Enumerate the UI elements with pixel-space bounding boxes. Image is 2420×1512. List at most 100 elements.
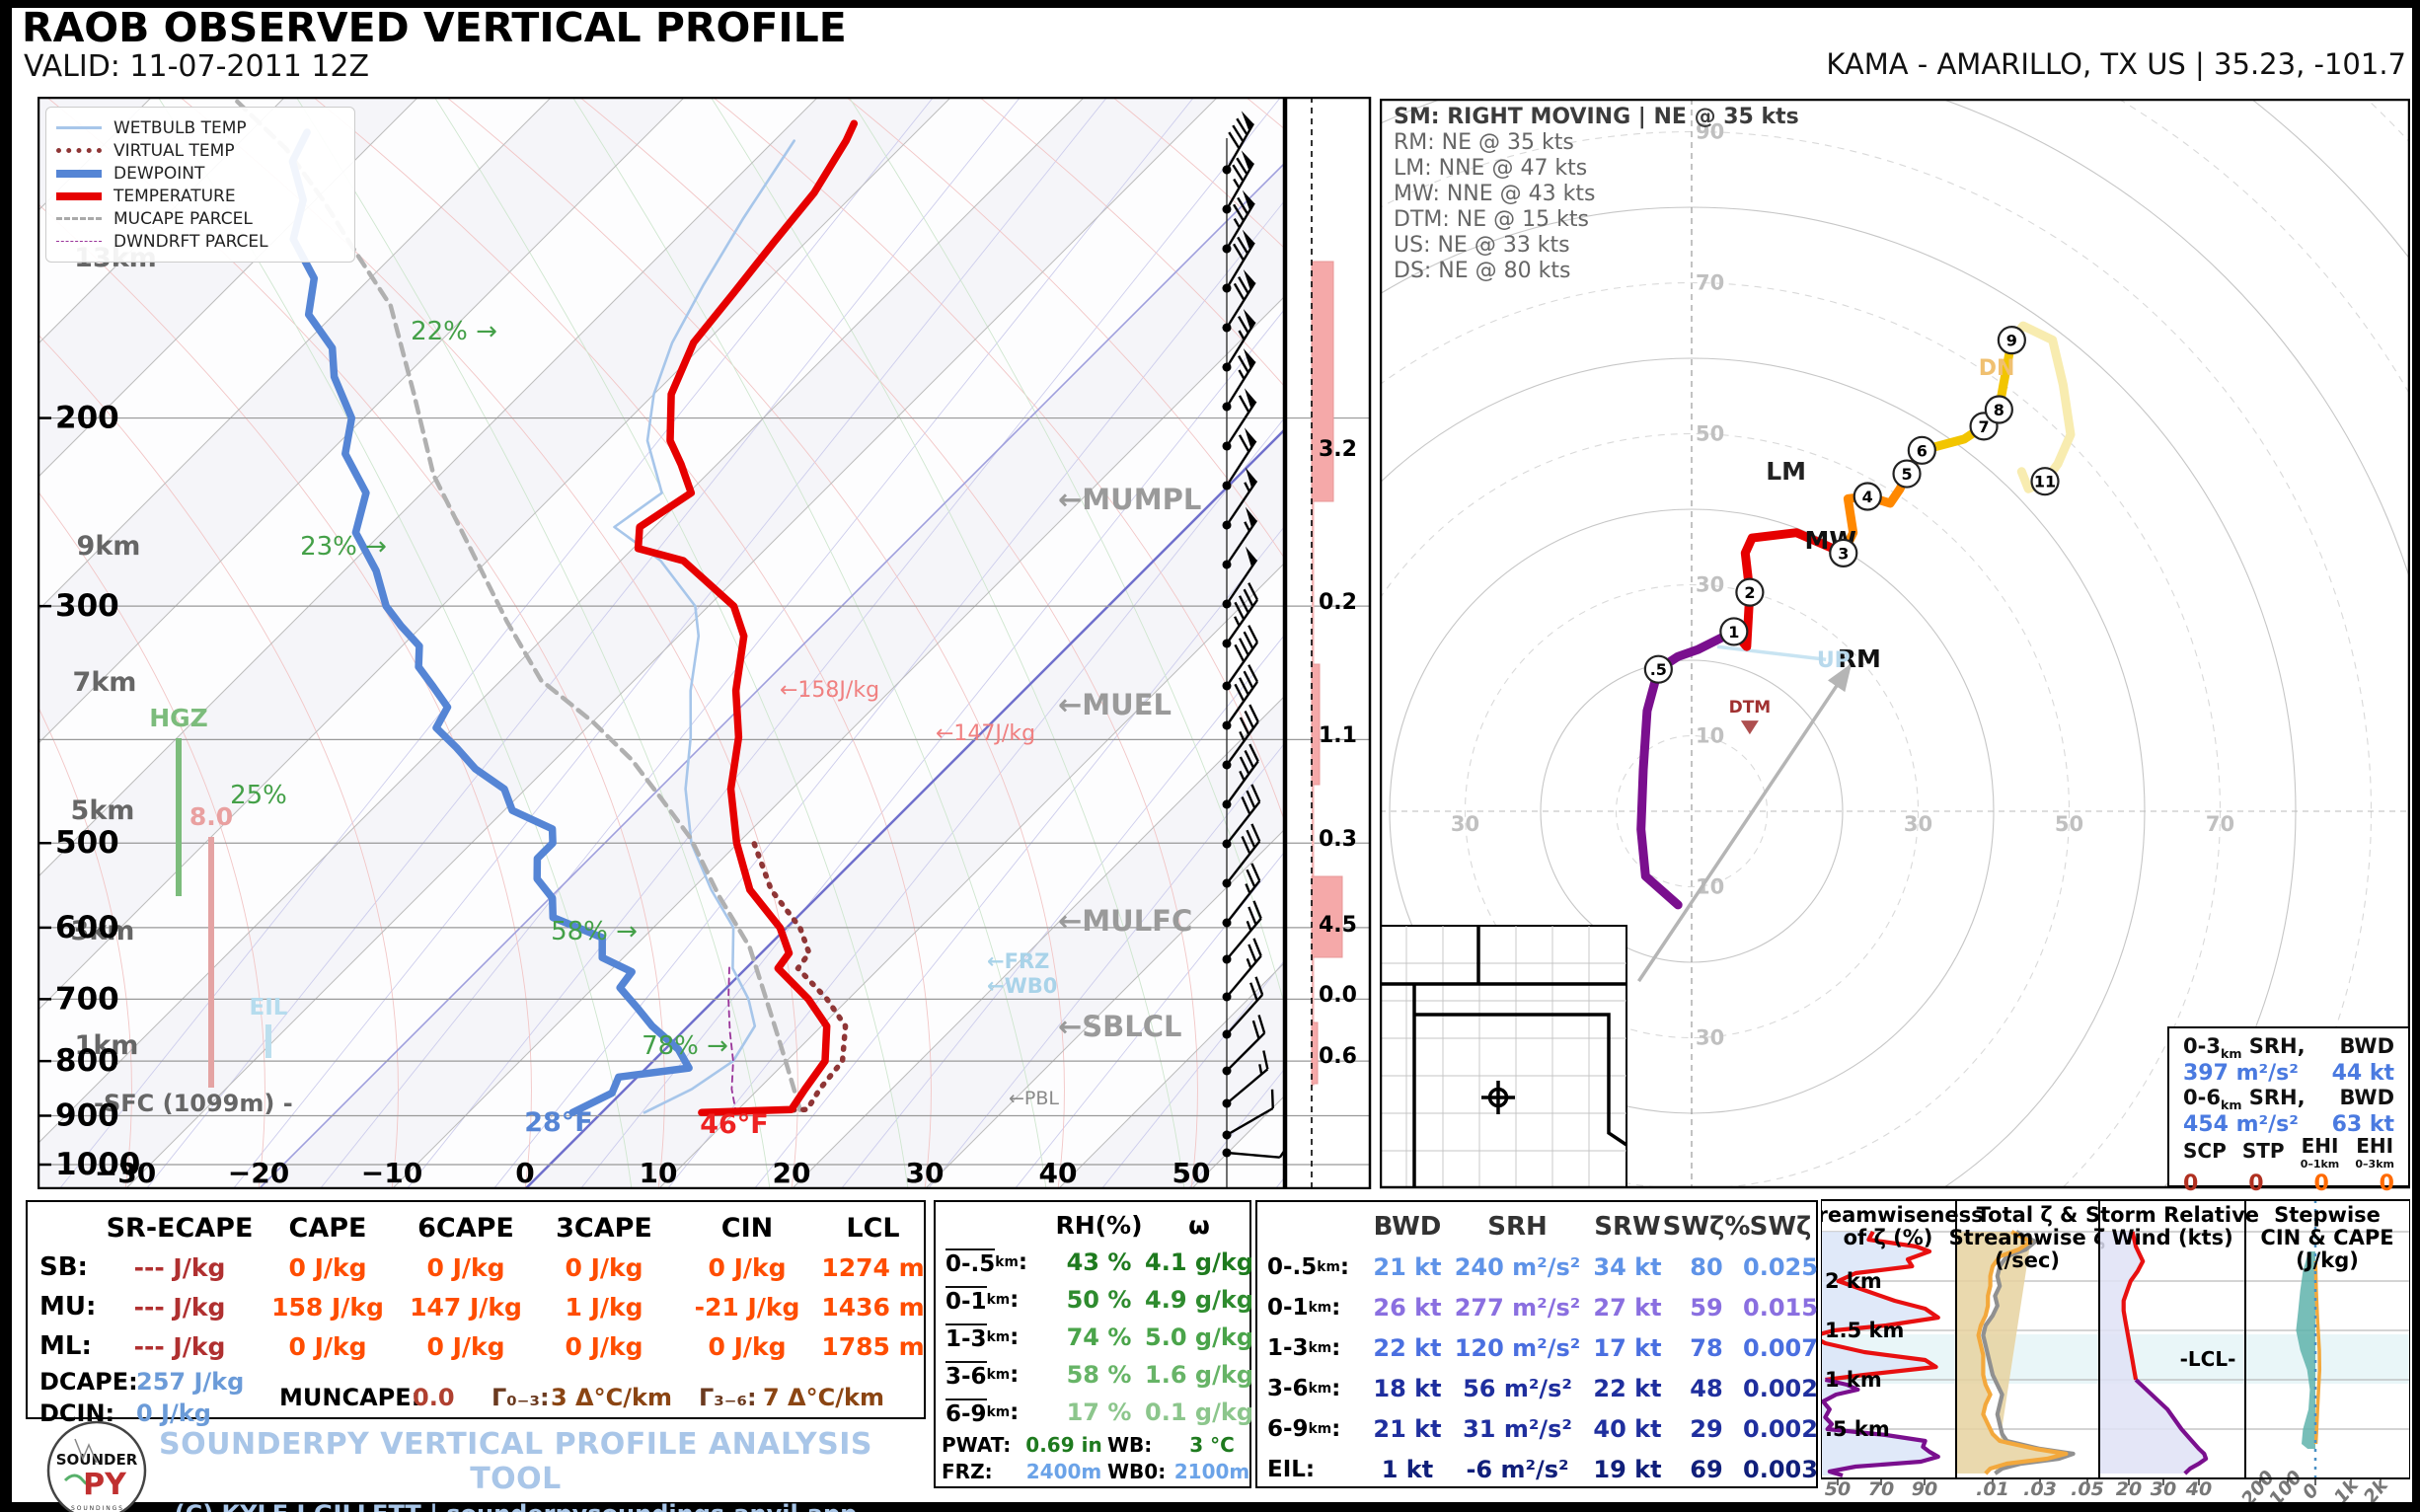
kin-row-label: 0-1 km: xyxy=(1267,1294,1341,1321)
frame-top xyxy=(0,0,2420,8)
thermo-row-label: ML: xyxy=(39,1331,92,1361)
bwd-0-6-label: BWD xyxy=(2339,1086,2394,1110)
height-marker-label: 3 xyxy=(1838,544,1849,563)
srh-0-6-label: 0-6km SRH, xyxy=(2183,1086,2306,1113)
panel-title: Streamwiseness xyxy=(1821,1203,1984,1227)
annotation: 8.0 xyxy=(189,802,233,831)
wind-barb xyxy=(1222,388,1257,451)
frame-right xyxy=(2412,0,2420,1512)
height-marker-label: 2 xyxy=(1744,583,1755,602)
panel-title: CIN & CAPE xyxy=(2260,1226,2393,1249)
kin-row-label: 0-.5 km: xyxy=(1267,1253,1350,1280)
legend-swatch-icon xyxy=(56,169,102,178)
frz-label: FRZ: xyxy=(942,1459,993,1483)
wind-barb xyxy=(1222,546,1258,609)
wind-barb xyxy=(1222,704,1259,770)
legend-item: WETBULB TEMP xyxy=(56,117,344,138)
wind-barb xyxy=(1222,268,1256,333)
height-marker xyxy=(1853,482,1882,511)
thermo-value: 158 J/kg xyxy=(271,1292,384,1322)
height-marker xyxy=(1735,577,1765,607)
storm-motion-line: DS: NE @ 80 kts xyxy=(1394,259,1571,283)
wb0-value: 2100m xyxy=(1173,1459,1250,1483)
annotation: 1km xyxy=(75,1030,139,1061)
srh-0-3-label: 0-3km SRH, xyxy=(2183,1034,2306,1062)
height-marker xyxy=(1829,538,1858,567)
wind-barb xyxy=(1222,150,1255,214)
wind-barb xyxy=(1222,229,1255,293)
virtual-temp-line xyxy=(714,840,849,1116)
skewt-plot-area: 22% → 23% → 25% 58% → 78% → ←158J/kg ←147J/kg ←… xyxy=(39,98,1283,1188)
scp-label: SCP xyxy=(2183,1139,2227,1164)
hodo-label-dn: DN xyxy=(1979,356,2015,381)
kin-value: 18 kt xyxy=(1373,1374,1442,1402)
kin-value: 22 kt xyxy=(1373,1333,1442,1362)
panel-title: (/sec) xyxy=(1995,1248,2060,1272)
rh-row-label: 0-.5 km: xyxy=(945,1247,1028,1277)
kin-value: 0.002 xyxy=(1743,1374,1818,1402)
temp-tick-label: −30 xyxy=(95,1157,156,1189)
lapse-3-6-value: 7 Δ°C/km xyxy=(763,1384,884,1411)
hodo-label-rm: RM xyxy=(1838,644,1881,673)
panel-series-line xyxy=(2121,1231,2146,1381)
dtm-label: DTM xyxy=(1729,698,1772,718)
spacer xyxy=(942,1206,1052,1244)
legend-label: VIRTUAL TEMP xyxy=(113,140,235,161)
panel-title: (J/kg) xyxy=(2296,1248,2359,1272)
kin-value: 78 xyxy=(1690,1333,1723,1362)
height-marker-label: 5 xyxy=(1901,465,1912,484)
kin-header: SWζ% xyxy=(1662,1211,1751,1242)
kin-value: 26 kt xyxy=(1373,1293,1442,1322)
temp-tick-label: 40 xyxy=(1039,1157,1078,1189)
rh-row-label: 0-1 km: xyxy=(945,1285,1020,1315)
wind-barb xyxy=(1222,347,1256,412)
wind-barb xyxy=(1222,784,1261,849)
kin-value: 277 m²/s² xyxy=(1454,1293,1581,1322)
station-info: KAMA - AMARILLO, TX US | 35.23, -101.7 xyxy=(1826,47,2406,81)
hodo-label-up: UP xyxy=(1817,648,1851,673)
temp-tick-label: 10 xyxy=(640,1157,678,1189)
sounderpy-logo: SOUNDERPY S O U N D I N G S xyxy=(46,1420,147,1512)
panel-title: Streamwise ζ xyxy=(1949,1226,2106,1249)
annotation: -SFC (1099m) - xyxy=(94,1090,293,1117)
pressure-tick-label: 300 xyxy=(55,588,119,624)
wind-barb xyxy=(1222,189,1255,254)
temperature-line xyxy=(634,119,859,1117)
kin-row-label: 6-9 km: xyxy=(1267,1415,1341,1442)
dwndrft-parcel-line xyxy=(727,966,737,1112)
height-marker xyxy=(1892,459,1922,489)
temp-tick-label: 30 xyxy=(906,1157,945,1189)
thermo-value: 0 J/kg xyxy=(288,1331,367,1361)
legend-item: VIRTUAL TEMP xyxy=(56,140,344,161)
logo-wordmark-main: PY xyxy=(83,1468,127,1502)
legend-item: TEMPERATURE xyxy=(56,186,344,206)
panel-title: Stepwise xyxy=(2274,1203,2381,1227)
omega-value: 0.1 g/kg xyxy=(1145,1399,1253,1426)
wind-barb xyxy=(1222,1148,1283,1159)
wind-barb xyxy=(1222,427,1257,491)
page-title: RAOB OBSERVED VERTICAL PROFILE xyxy=(22,4,847,51)
kin-header xyxy=(1261,1206,1363,1247)
height-marker xyxy=(1997,326,2026,355)
strip-bar xyxy=(1311,1021,1319,1085)
ring-label: 10 xyxy=(1696,875,1724,899)
annotation: 28°F xyxy=(524,1107,593,1138)
thermo-header xyxy=(32,1208,101,1247)
hodograph-trace xyxy=(1636,627,1739,910)
panel-km-label: 1.5 km xyxy=(1825,1319,1904,1342)
panel-title: Wind (kts) xyxy=(2111,1226,2232,1249)
wind-barb xyxy=(1222,900,1262,964)
panel-series-line xyxy=(1822,1230,1940,1383)
logo-caption: S O U N D I N G S xyxy=(71,1505,122,1512)
kin-header: SRW xyxy=(1594,1211,1661,1242)
legend-label: DWNDRFT PARCEL xyxy=(113,231,268,252)
rh-row-label: 3-6 km: xyxy=(945,1360,1020,1390)
footer-credit: SOUNDERPY VERTICAL PROFILE ANALYSIS TOOL… xyxy=(128,1427,903,1512)
kin-header: SRH xyxy=(1487,1211,1548,1242)
ehi3-value: 0 xyxy=(2379,1172,2394,1197)
lcl-level-label: -LCL- xyxy=(2180,1347,2236,1371)
mini-panel xyxy=(1822,1230,1940,1477)
dcape-label: DCAPE: xyxy=(39,1368,138,1396)
mini-panel xyxy=(1957,1230,2076,1475)
